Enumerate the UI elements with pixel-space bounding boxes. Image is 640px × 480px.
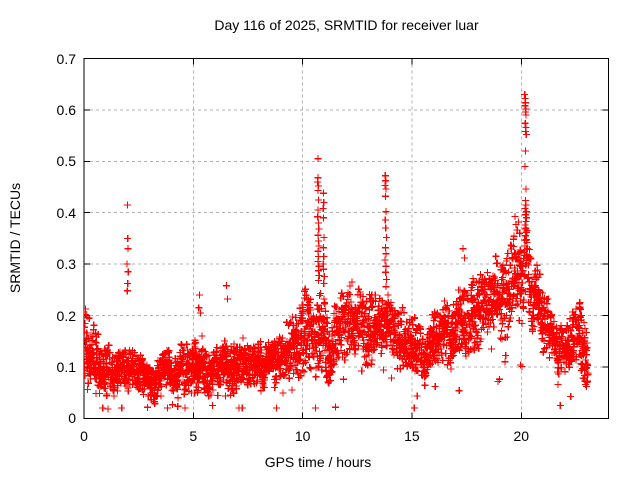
y-tick-label: 0.4 [56, 204, 76, 221]
y-tick-label: 0 [68, 410, 76, 427]
x-tick-label: 5 [189, 428, 198, 444]
x-tick-label: 0 [80, 428, 88, 444]
y-tick-label: 0.5 [56, 153, 76, 170]
x-axis-label: GPS time / hours [264, 454, 372, 470]
chart-title: Day 116 of 2025, SRMTID for receiver lua… [214, 17, 479, 33]
data-points [84, 91, 592, 413]
x-tick-label: 10 [294, 428, 311, 444]
y-tick-label: 0.2 [56, 307, 76, 324]
y-tick-label: 0.1 [56, 358, 76, 375]
y-tick-label: 0.6 [56, 101, 76, 118]
scatter-series [84, 91, 592, 413]
y-tick-label: 0.3 [56, 256, 76, 273]
x-tick-label: 15 [404, 428, 420, 444]
y-tick-label: 0.7 [56, 50, 76, 67]
x-tick-label: 20 [513, 428, 530, 444]
